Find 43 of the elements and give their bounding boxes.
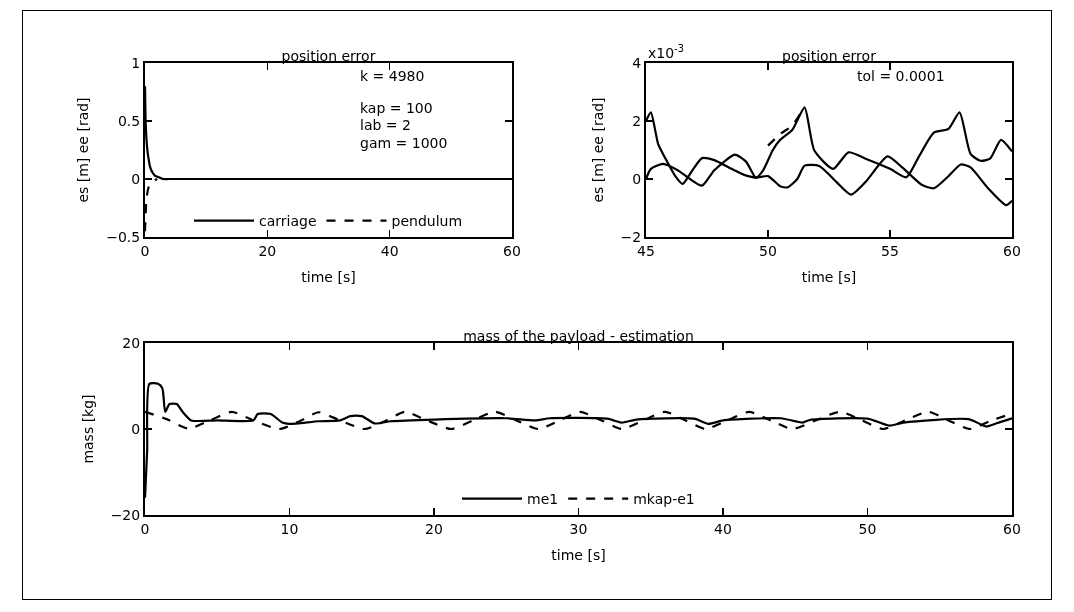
y-tick-label: 2 [632, 112, 642, 129]
y-tick-label: 0 [131, 170, 141, 187]
y-tick-label: 20 [122, 334, 141, 351]
chart-title: mass of the payload - estimation [463, 328, 694, 344]
legend-label: mkap-e1 [633, 491, 695, 508]
annotation: tol = 0.0001 [857, 68, 945, 84]
y-tick-label: −20 [110, 506, 141, 523]
x-tick-label: 40 [380, 242, 399, 259]
annotation: gam = 1000 [360, 135, 448, 151]
y-tick-label: 0 [632, 170, 642, 187]
annotation: lab = 2 [360, 117, 411, 133]
annotation: k = 4980 [360, 68, 425, 84]
y-tick-label: 0 [131, 420, 141, 437]
x-tick-label: 45 [637, 242, 655, 259]
legend-label: me1 [527, 491, 559, 508]
chart-title: position error [281, 48, 376, 64]
y-tick-label: 1 [131, 54, 141, 71]
x-axis-title: time [s] [801, 268, 857, 285]
text: x10$^{-3}$ [648, 43, 684, 61]
x-tick-label: 40 [714, 520, 732, 537]
x-tick-label: 10 [280, 520, 299, 537]
x-tick-label: 55 [881, 242, 899, 259]
x-tick-label: 30 [569, 520, 588, 537]
chart-title: position error [782, 48, 877, 64]
x-tick-label: 60 [1003, 242, 1021, 259]
x-tick-label: 60 [1003, 520, 1021, 537]
x-tick-label: 20 [258, 242, 277, 259]
y-axis-title: es [m] ee [rad] [589, 97, 606, 203]
y-tick-label: 0.5 [117, 112, 141, 129]
x-tick-label: 20 [425, 520, 443, 537]
y-axis-title: es [m] ee [rad] [75, 97, 92, 203]
y-tick-label: −2 [620, 228, 642, 245]
y-axis-title: mass [kg] [79, 394, 96, 464]
x-tick-label: 50 [858, 520, 877, 537]
y-tick-label: −0.5 [106, 228, 141, 245]
x-tick-label: 50 [759, 242, 777, 259]
y-tick-label: 4 [632, 54, 642, 71]
legend-label: carriage [259, 213, 317, 230]
annotation: kap = 100 [360, 100, 433, 116]
x-axis-title: time [s] [551, 546, 606, 563]
x-axis-title: time [s] [301, 268, 356, 285]
x-tick-label: 60 [503, 242, 521, 259]
legend-label: pendulum [391, 213, 463, 230]
